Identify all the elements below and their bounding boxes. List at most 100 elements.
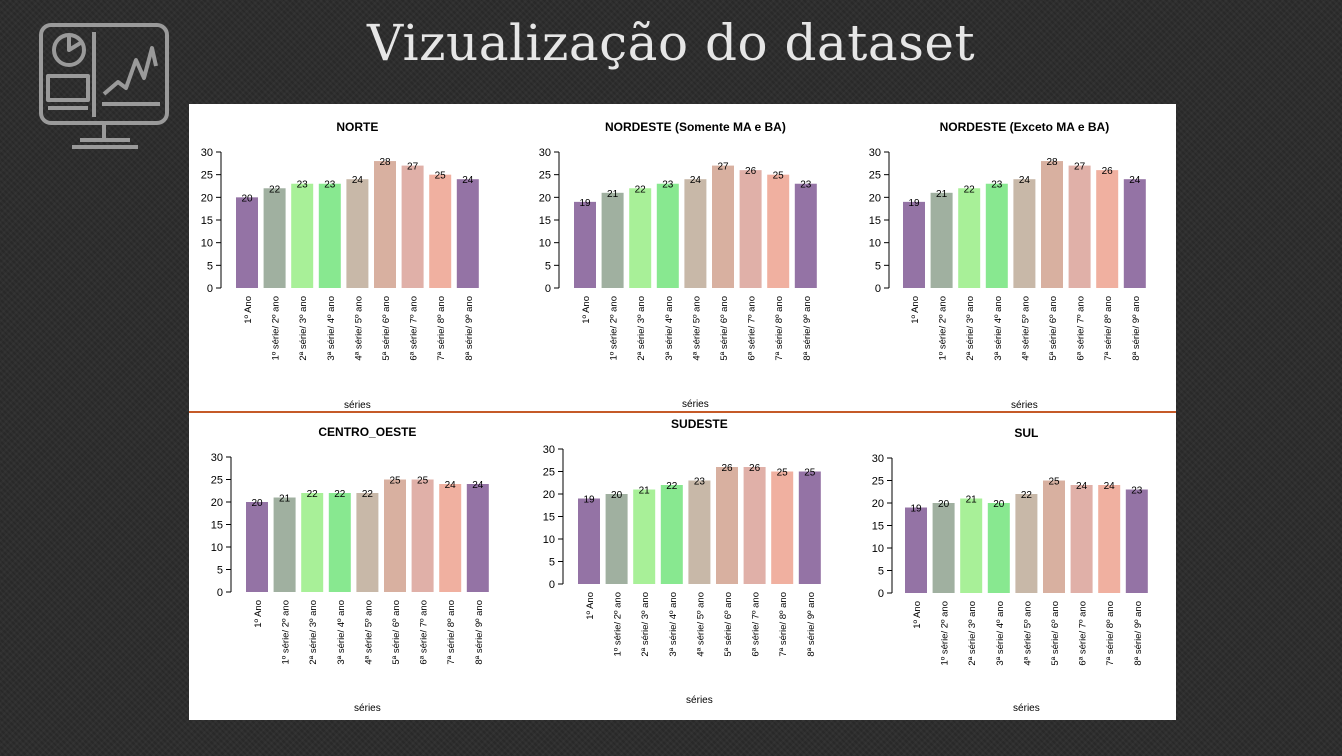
bar-value-label: 21 bbox=[279, 494, 291, 505]
y-tick-label: 5 bbox=[878, 566, 884, 578]
x-tick-label: 7ª série/ 8º ano bbox=[774, 296, 785, 361]
x-tick-label: 2ª série/ 3º ano bbox=[298, 296, 309, 361]
y-tick-label: 25 bbox=[872, 476, 884, 488]
dashboard-monitor-icon bbox=[38, 22, 170, 157]
bar bbox=[656, 183, 679, 288]
bar-value-label: 24 bbox=[1129, 175, 1141, 186]
bar bbox=[1013, 179, 1036, 288]
x-axis-label: séries bbox=[682, 399, 709, 410]
y-tick-label: 20 bbox=[539, 192, 551, 204]
x-tick-label: 1º série/ 2º ano bbox=[271, 296, 282, 361]
x-tick-label: 6ª série/ 7º ano bbox=[1076, 296, 1087, 361]
bar bbox=[743, 467, 766, 584]
y-tick-label: 25 bbox=[211, 475, 223, 487]
y-tick-label: 30 bbox=[543, 444, 555, 456]
bar bbox=[985, 183, 1008, 288]
x-tick-label: 4ª série/ 5º ano bbox=[353, 296, 364, 361]
y-tick-label: 0 bbox=[545, 283, 551, 295]
x-tick-label: 1º série/ 2º ano bbox=[938, 296, 949, 361]
bar-value-label: 26 bbox=[721, 463, 733, 474]
y-tick-label: 30 bbox=[211, 452, 223, 464]
chart-title: NORDESTE (Exceto MA e BA) bbox=[940, 120, 1110, 134]
y-tick-label: 30 bbox=[869, 147, 881, 159]
chart-title: SUL bbox=[1014, 426, 1038, 440]
bar-value-label: 23 bbox=[1131, 486, 1143, 497]
x-tick-label: 1º Ano bbox=[585, 592, 596, 620]
bar-value-label: 25 bbox=[773, 171, 785, 182]
bar-value-label: 22 bbox=[635, 184, 647, 195]
bar-value-label: 21 bbox=[607, 189, 619, 200]
y-tick-label: 25 bbox=[543, 467, 555, 479]
bar-value-label: 21 bbox=[639, 486, 651, 497]
bar bbox=[236, 197, 258, 288]
x-tick-label: 1º Ano bbox=[581, 296, 592, 324]
x-tick-label: 7ª série/ 8º ano bbox=[1103, 296, 1114, 361]
x-tick-label: 2ª série/ 3º ano bbox=[965, 296, 976, 361]
chart-3: NORDESTE (Exceto MA e BA) 0 5 10 15 20 25 30 19 1… bbox=[869, 120, 1146, 411]
x-tick-label: 3ª série/ 4º ano bbox=[668, 592, 679, 657]
bar-value-label: 25 bbox=[389, 476, 401, 487]
chart-1: NORTE 0 5 10 15 20 25 30 20 1º Ano 22 1º série/ 2º … bbox=[201, 120, 479, 411]
bar-value-label: 23 bbox=[297, 180, 309, 191]
bar bbox=[374, 161, 396, 288]
x-tick-label: 1º Ano bbox=[910, 296, 921, 324]
bar bbox=[439, 484, 462, 592]
x-tick-label: 5ª série/ 6º ano bbox=[719, 296, 730, 361]
bar bbox=[466, 484, 489, 592]
x-tick-label: 8ª série/ 9º ano bbox=[474, 600, 485, 665]
bar-value-label: 24 bbox=[472, 480, 484, 491]
bar-value-label: 23 bbox=[800, 180, 812, 191]
x-tick-label: 5ª série/ 6º ano bbox=[723, 592, 734, 657]
y-tick-label: 5 bbox=[545, 260, 551, 272]
y-tick-label: 20 bbox=[869, 192, 881, 204]
x-tick-label: 6ª série/ 7º ano bbox=[747, 296, 758, 361]
bar-value-label: 22 bbox=[964, 184, 976, 195]
slide-title: Vizualização do dataset bbox=[366, 14, 976, 72]
bar bbox=[411, 479, 434, 592]
bar bbox=[932, 503, 955, 593]
y-tick-label: 5 bbox=[217, 565, 223, 577]
x-tick-label: 3ª série/ 4º ano bbox=[336, 600, 347, 665]
x-tick-label: 4ª série/ 5º ano bbox=[1020, 296, 1031, 361]
y-tick-label: 0 bbox=[549, 579, 555, 591]
bar bbox=[318, 183, 341, 288]
x-tick-label: 8ª série/ 9º ano bbox=[802, 296, 813, 361]
x-tick-label: 6ª série/ 7º ano bbox=[409, 296, 420, 361]
x-axis-label: séries bbox=[344, 400, 371, 411]
bar bbox=[346, 179, 369, 288]
x-tick-label: 2ª série/ 3º ano bbox=[640, 592, 651, 657]
bar bbox=[629, 188, 652, 288]
y-tick-label: 10 bbox=[869, 238, 881, 250]
bar bbox=[905, 507, 927, 593]
bar bbox=[739, 170, 762, 288]
x-tick-label: 6ª série/ 7º ano bbox=[419, 600, 430, 665]
y-tick-label: 0 bbox=[878, 588, 884, 600]
y-tick-label: 10 bbox=[201, 238, 213, 250]
bar bbox=[771, 471, 794, 584]
y-tick-label: 0 bbox=[875, 283, 881, 295]
x-tick-label: 2ª série/ 3º ano bbox=[967, 601, 978, 666]
x-tick-label: 3ª série/ 4º ano bbox=[326, 296, 337, 361]
y-tick-label: 30 bbox=[872, 453, 884, 465]
bar-charts-grid: NORTE 0 5 10 15 20 25 30 20 1º Ano 22 1º série/ 2º … bbox=[201, 120, 1148, 714]
bar bbox=[273, 497, 296, 592]
bar bbox=[716, 467, 738, 584]
bar-value-label: 25 bbox=[1048, 477, 1060, 488]
x-tick-label: 1º série/ 2º ano bbox=[281, 600, 292, 665]
x-tick-label: 3ª série/ 4º ano bbox=[993, 296, 1004, 361]
x-tick-label: 8ª série/ 9º ano bbox=[806, 592, 817, 657]
x-tick-label: 7ª série/ 8º ano bbox=[778, 592, 789, 657]
bar-value-label: 19 bbox=[908, 198, 920, 209]
x-tick-label: 2ª série/ 3º ano bbox=[636, 296, 647, 361]
y-tick-label: 5 bbox=[549, 557, 555, 569]
x-tick-label: 3ª série/ 4º ano bbox=[664, 296, 675, 361]
bar bbox=[1068, 165, 1091, 288]
chart-title: CENTRO_OESTE bbox=[318, 425, 416, 439]
bar bbox=[429, 174, 452, 288]
y-tick-label: 10 bbox=[211, 542, 223, 554]
bar-value-label: 22 bbox=[269, 184, 281, 195]
bar-value-label: 24 bbox=[352, 175, 364, 186]
chart-5: SUDESTE 0 5 10 15 20 25 30 19 1º Ano 20 1º série/ 2… bbox=[543, 417, 821, 706]
y-tick-label: 30 bbox=[539, 147, 551, 159]
bar bbox=[1041, 161, 1063, 288]
